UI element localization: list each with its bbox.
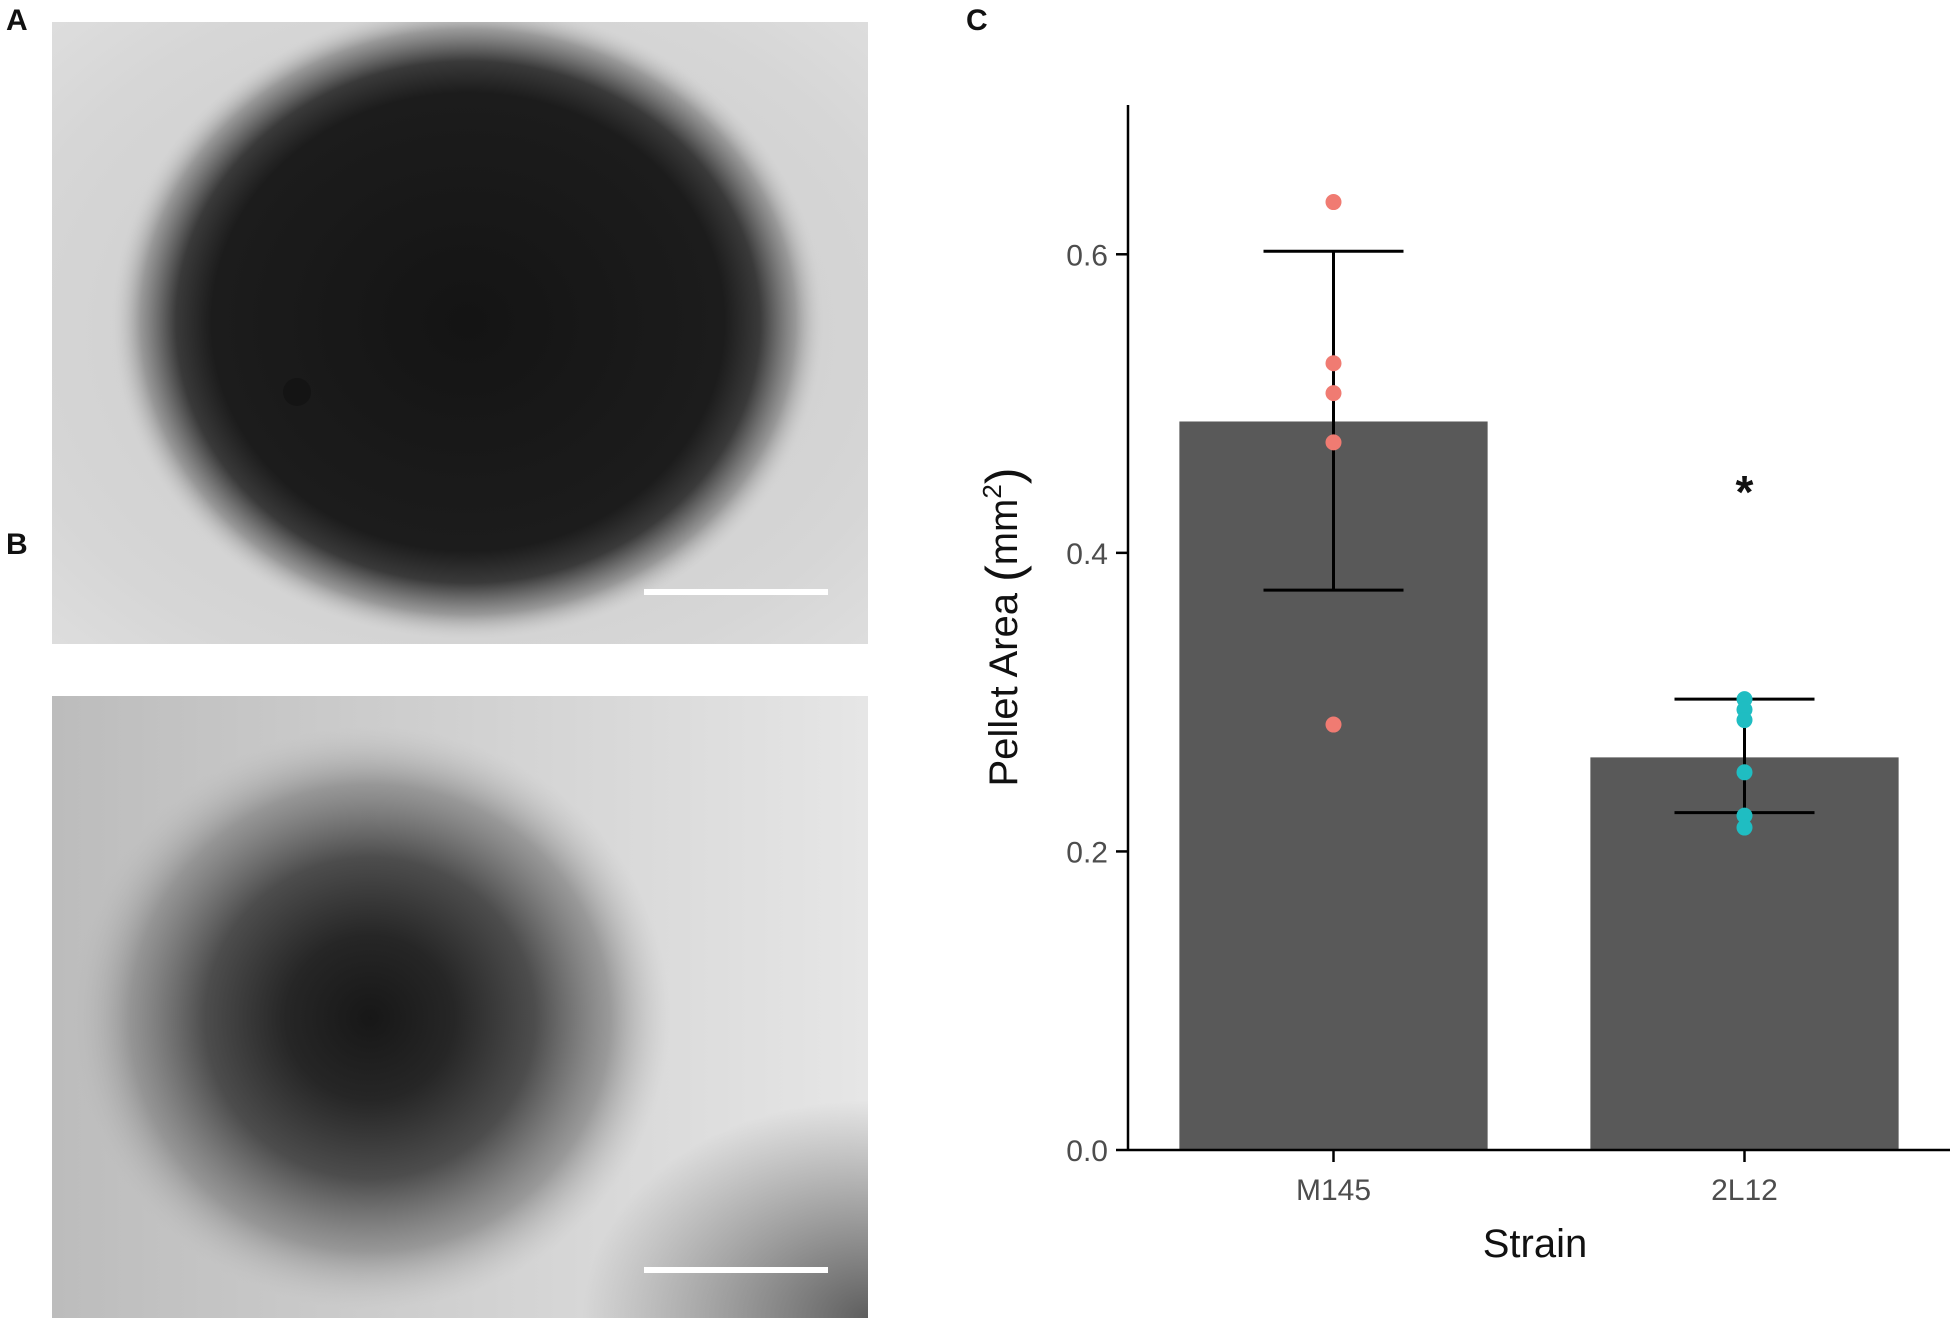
x-tick-label: 2L12 (1711, 1174, 1778, 1207)
scale-bar-a (644, 589, 828, 595)
data-point-M145 (1325, 716, 1342, 733)
data-point-2L12 (1736, 764, 1753, 781)
y-tick-label: 0.2 (1066, 836, 1108, 869)
panel-label-c: C (966, 4, 988, 37)
x-tick-label: M145 (1296, 1174, 1371, 1207)
data-point-M145 (1325, 194, 1342, 211)
data-point-2L12 (1736, 712, 1753, 729)
bars-layer (1179, 421, 1899, 1150)
error-bar-M145 (1263, 249, 1404, 592)
x-ticks-layer: M145 2L12 (1296, 1150, 1778, 1207)
data-point-2L12 (1736, 807, 1753, 824)
micrograph-a (52, 22, 868, 644)
panel-label-a: A (6, 4, 28, 37)
annotations-layer: * (1736, 466, 1754, 518)
data-point-M145 (1325, 355, 1342, 372)
data-point-M145 (1325, 434, 1342, 451)
scale-bar-b (644, 1267, 828, 1273)
points-layer (1325, 194, 1753, 836)
data-point-2L12 (1736, 819, 1753, 836)
data-point-M145 (1325, 385, 1342, 402)
pellet-a (112, 22, 824, 640)
panel-label-b: B (6, 528, 28, 561)
micrograph-b (52, 696, 868, 1318)
y-tick-label: 0.4 (1066, 538, 1108, 571)
significance-marker: * (1736, 466, 1754, 518)
pellet-b (70, 726, 670, 1310)
y-tick-label: 0.6 (1066, 239, 1108, 272)
y-ticks-layer: 0.0 0.2 0.4 0.6 (1066, 239, 1128, 1168)
y-axis-title: Pellet Area (mm2) (976, 468, 1032, 787)
x-axis-title: Strain (1483, 1222, 1588, 1266)
y-tick-label: 0.0 (1066, 1135, 1108, 1168)
